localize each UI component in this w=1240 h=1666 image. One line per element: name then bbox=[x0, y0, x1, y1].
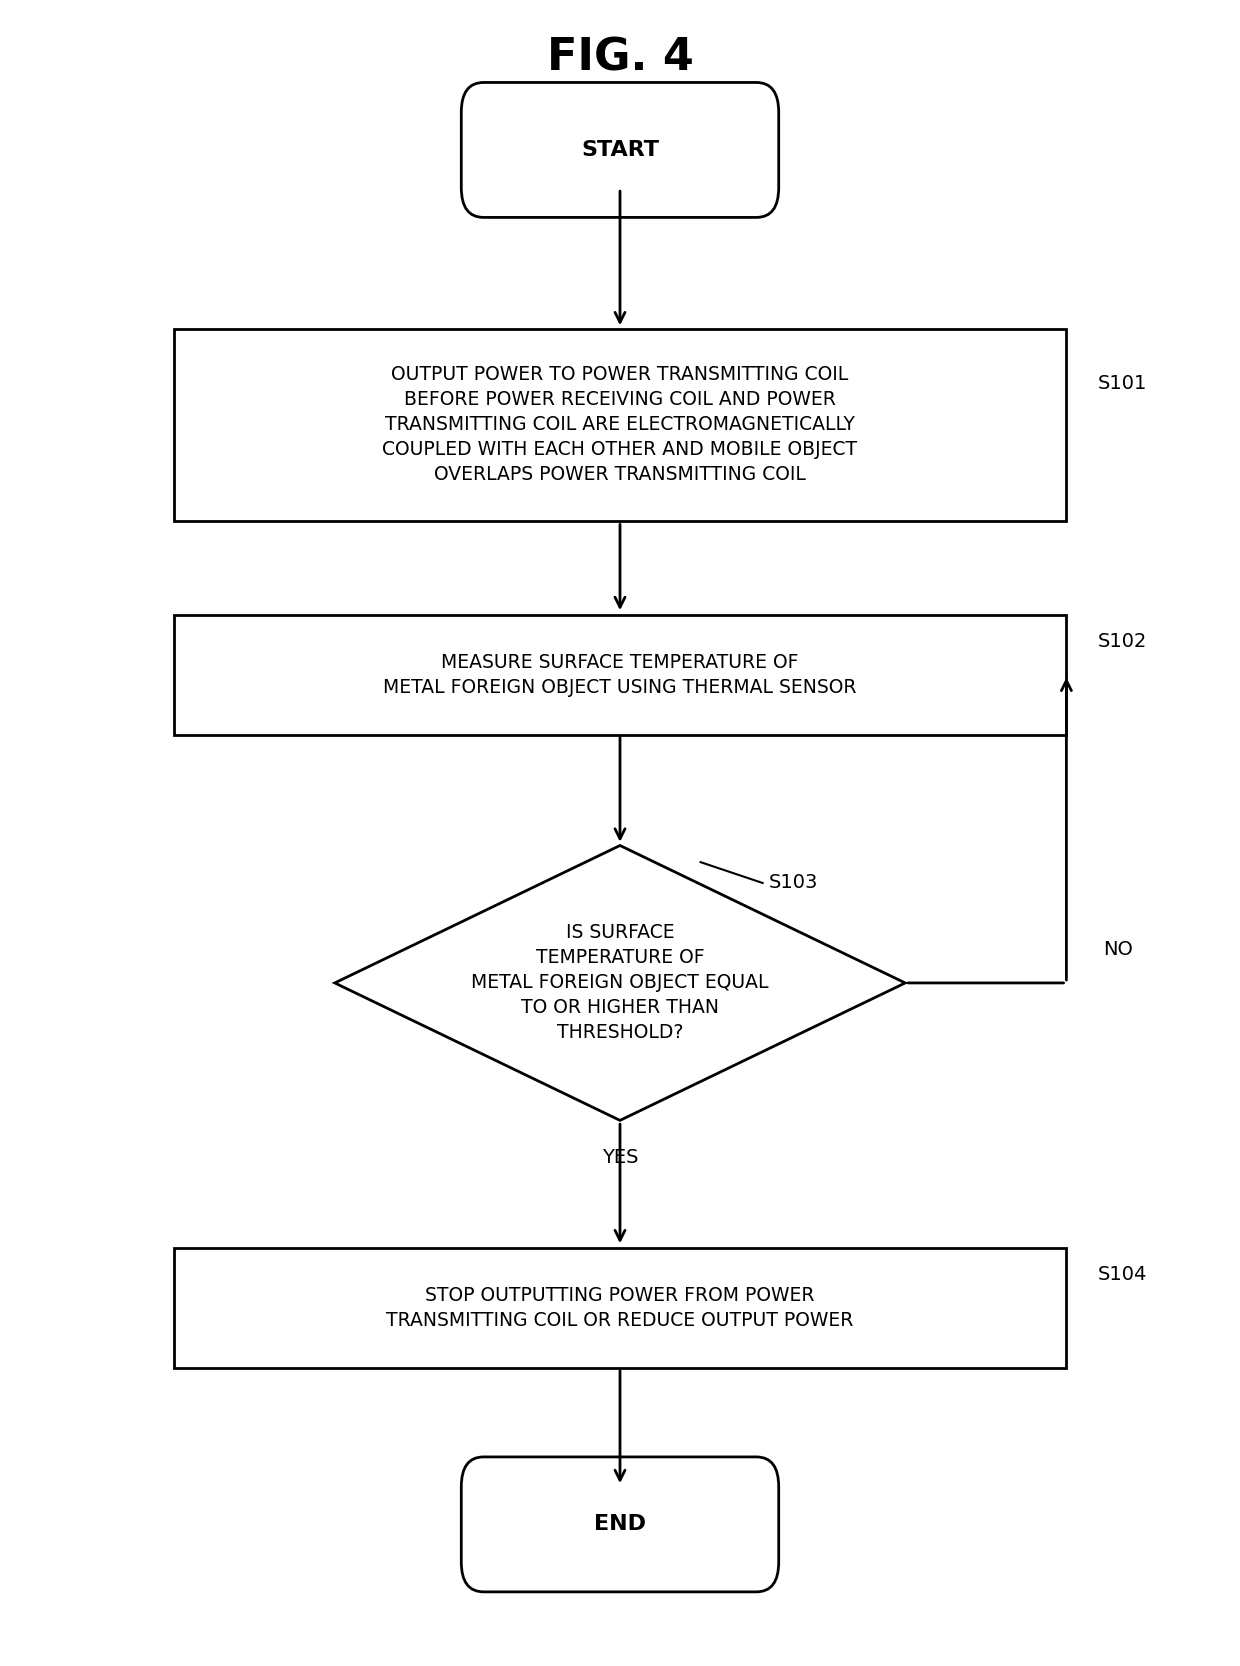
Text: YES: YES bbox=[601, 1148, 639, 1168]
Polygon shape bbox=[335, 846, 905, 1121]
Text: END: END bbox=[594, 1514, 646, 1534]
Text: START: START bbox=[582, 140, 658, 160]
Bar bbox=[174, 330, 1066, 520]
Text: S104: S104 bbox=[1097, 1264, 1147, 1284]
FancyBboxPatch shape bbox=[461, 82, 779, 218]
Text: FIG. 4: FIG. 4 bbox=[547, 37, 693, 80]
Text: IS SURFACE
TEMPERATURE OF
METAL FOREIGN OBJECT EQUAL
TO OR HIGHER THAN
THRESHOLD: IS SURFACE TEMPERATURE OF METAL FOREIGN … bbox=[471, 923, 769, 1043]
Text: MEASURE SURFACE TEMPERATURE OF
METAL FOREIGN OBJECT USING THERMAL SENSOR: MEASURE SURFACE TEMPERATURE OF METAL FOR… bbox=[383, 653, 857, 696]
Text: S101: S101 bbox=[1097, 373, 1147, 393]
Bar bbox=[174, 1248, 1066, 1368]
Bar bbox=[174, 615, 1066, 735]
Text: STOP OUTPUTTING POWER FROM POWER
TRANSMITTING COIL OR REDUCE OUTPUT POWER: STOP OUTPUTTING POWER FROM POWER TRANSMI… bbox=[387, 1286, 853, 1329]
FancyBboxPatch shape bbox=[461, 1456, 779, 1593]
Text: S102: S102 bbox=[1097, 631, 1147, 651]
Text: NO: NO bbox=[1104, 940, 1133, 960]
Text: OUTPUT POWER TO POWER TRANSMITTING COIL
BEFORE POWER RECEIVING COIL AND POWER
TR: OUTPUT POWER TO POWER TRANSMITTING COIL … bbox=[382, 365, 858, 485]
Text: S103: S103 bbox=[769, 873, 818, 893]
